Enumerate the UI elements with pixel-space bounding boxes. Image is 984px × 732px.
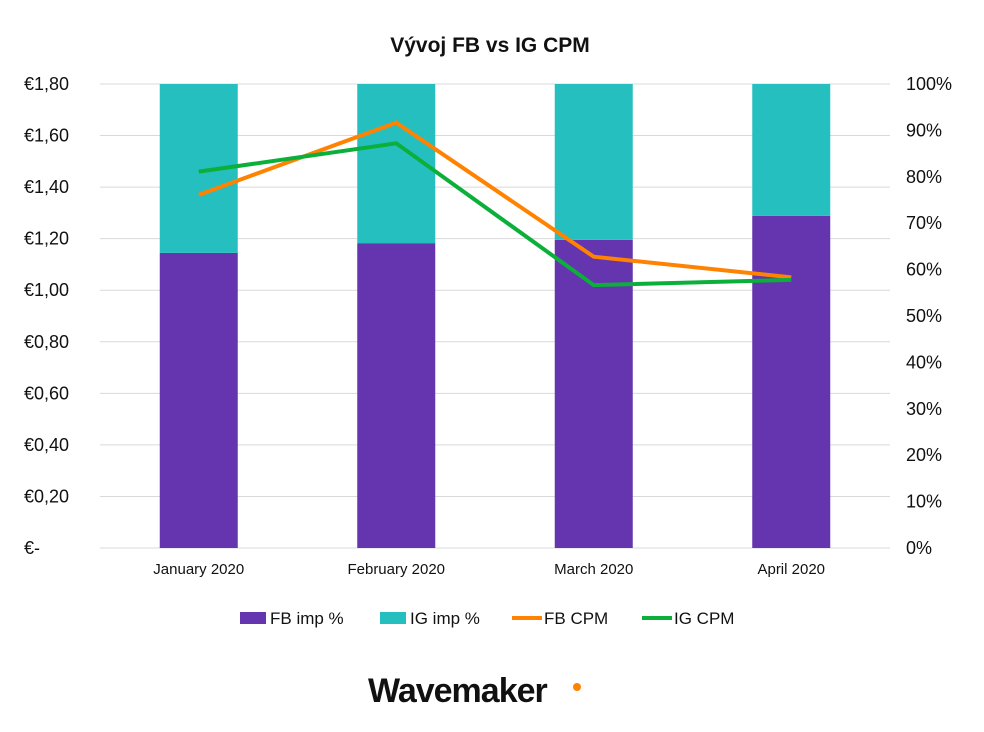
legend-label: IG CPM [674, 609, 734, 628]
logo-text: Wavemaker [368, 672, 548, 710]
y-left-tick: €1,00 [24, 280, 69, 300]
y-right-tick: 10% [906, 492, 942, 512]
y-left-tick: €1,40 [24, 177, 69, 197]
legend-label: FB imp % [270, 609, 344, 628]
y-right-tick: 100% [906, 74, 952, 94]
bar-fb-imp- [357, 243, 436, 549]
x-tick: January 2020 [153, 561, 244, 578]
y-right-tick: 40% [906, 352, 942, 372]
x-tick: March 2020 [554, 561, 633, 578]
bar-fb-imp- [752, 215, 831, 548]
y-right-tick: 30% [906, 399, 942, 419]
legend-label: FB CPM [544, 609, 608, 628]
bar-ig-imp- [554, 84, 633, 240]
y-left-tick: €1,20 [24, 229, 69, 249]
x-tick: February 2020 [347, 561, 445, 578]
logo-dot [573, 683, 581, 691]
y-left-tick: €0,60 [24, 383, 69, 403]
y-right-tick: 0% [906, 538, 932, 558]
y-left-tick: €0,20 [24, 486, 69, 506]
y-left-tick: €1,60 [24, 126, 69, 146]
legend-swatch [380, 612, 406, 624]
wavemaker-logo: Wavemaker [368, 672, 581, 710]
legend-swatch [240, 612, 266, 624]
x-tick: April 2020 [757, 561, 825, 578]
line-ig-cpm [198, 141, 792, 288]
y-right-tick: 90% [906, 120, 942, 140]
y-right-tick: 60% [906, 260, 942, 280]
y-right-tick: 80% [906, 167, 942, 187]
chart-title: Vývoj FB vs IG CPM [390, 34, 590, 57]
y-left-tick: €0,80 [24, 332, 69, 352]
bar-ig-imp- [752, 84, 831, 216]
y-left-tick: €1,80 [24, 74, 69, 94]
bar-fb-imp- [554, 239, 633, 549]
y-left-tick: €0,40 [24, 435, 69, 455]
legend-label: IG imp % [410, 609, 480, 628]
y-left-tick: €- [24, 538, 40, 558]
y-right-tick: 20% [906, 445, 942, 465]
y-right-tick: 50% [906, 306, 942, 326]
line-fb-cpm [198, 120, 792, 280]
y-right-tick: 70% [906, 213, 942, 233]
bar-fb-imp- [159, 252, 238, 548]
